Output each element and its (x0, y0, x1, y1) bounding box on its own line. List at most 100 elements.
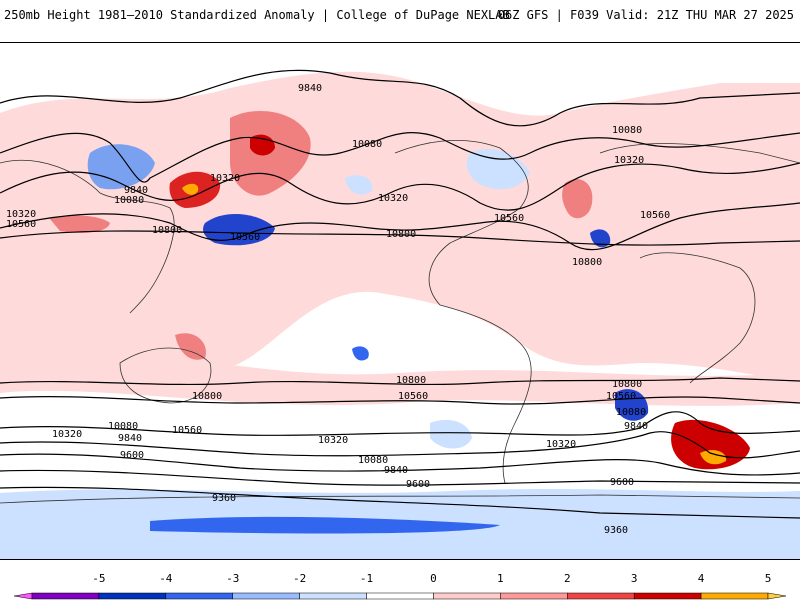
asia-coastline (0, 159, 175, 314)
colorbar-tick-label: -2 (293, 572, 307, 585)
contour-9840-north (0, 69, 800, 127)
americas-coastline (394, 139, 532, 484)
contour-label: 10080 (616, 407, 646, 418)
contour-label: 10560 (606, 391, 636, 402)
colorbar-tick-label: -1 (359, 572, 374, 585)
contour-label: 10320 (6, 209, 36, 220)
negative-anomaly-north-pacific (203, 213, 275, 246)
contour-label: 10320 (546, 439, 576, 450)
colorbar-tick-label: 3 (630, 572, 638, 585)
contour-10800-south (0, 377, 800, 386)
contour-label: 10080 (612, 125, 642, 136)
colorbar-segment (366, 592, 434, 600)
contour-label: 10560 (172, 425, 202, 436)
contour-label: 10560 (398, 391, 428, 402)
contour-label: 10080 (352, 139, 382, 150)
contour-label: 9840 (124, 185, 148, 196)
colorbar-segment (567, 592, 635, 600)
contour-9600-south (0, 469, 800, 486)
contour-label: 10320 (210, 173, 240, 184)
contour-label: 10320 (614, 155, 644, 166)
contour-10800-north (0, 230, 800, 246)
colorbar-tick-label: -4 (159, 572, 173, 585)
colorbar-tick-label: -3 (226, 572, 240, 585)
contour-label: 10320 (52, 429, 82, 440)
negative-anomaly-antarctica-strong (150, 516, 500, 534)
colorbar-segments (13, 592, 787, 600)
positive-anomalies (0, 71, 800, 470)
contour-label: 10800 (396, 375, 426, 386)
contour-10080-south (0, 431, 800, 459)
contour-10080-north (0, 132, 800, 183)
colorbar-segment (31, 592, 100, 600)
positive-anomaly-south-atlantic-core (700, 450, 727, 465)
contour-10320-north (0, 162, 800, 211)
coastlines (0, 139, 800, 504)
contour-label: 10080 (358, 455, 388, 466)
contour-label: 10080 (108, 421, 138, 432)
colorbar-tick-label: 0 (430, 572, 437, 585)
negative-anomaly-south-pacific (352, 346, 369, 361)
colorbar-segment (500, 592, 568, 600)
positive-anomaly-broad-region (0, 71, 800, 384)
colorbar-segment (299, 592, 367, 600)
africa-coastline (639, 252, 756, 384)
contour-labels: 9840 10080 10320 9840 10080 10320 10560 … (6, 83, 670, 536)
contour-9360-south (0, 486, 800, 519)
contour-label: 9600 (406, 479, 430, 490)
europe-coastline (599, 143, 800, 164)
negative-anomaly-north-america (466, 149, 530, 190)
contour-label: 9600 (120, 450, 144, 461)
contour-label: 9840 (298, 83, 322, 94)
colorbar-arrow-right (767, 592, 787, 600)
negative-anomalies (0, 144, 800, 559)
positive-anomaly-asia (50, 215, 110, 233)
colorbar-segment (98, 592, 167, 600)
colorbar-tick-label: 2 (563, 572, 571, 585)
contour-label: 10320 (378, 193, 408, 204)
contour-label: 10560 (230, 232, 260, 243)
header: 250mb Height 1981–2010 Standardized Anom… (0, 0, 800, 30)
contour-10560-south (0, 396, 800, 405)
contour-label: 9840 (118, 433, 142, 444)
colorbar-tick-label: 1 (497, 572, 504, 585)
colorbar-segment (633, 592, 702, 600)
colorbar-tick-label: 4 (697, 572, 705, 585)
contour-label: 10080 (114, 195, 144, 206)
contour-label: 9360 (604, 525, 628, 536)
contour-label: 9840 (624, 421, 648, 432)
map-title: 250mb Height 1981–2010 Standardized Anom… (4, 8, 510, 22)
contour-label: 10800 (612, 379, 642, 390)
colorbar-segment (433, 592, 501, 600)
map-panel: 9840 10080 10320 9840 10080 10320 10560 … (0, 42, 800, 560)
colorbar-segment (165, 592, 233, 600)
anomaly-map: 9840 10080 10320 9840 10080 10320 10560 … (0, 69, 800, 559)
colorbar-tick-label: -5 (92, 572, 106, 585)
contour-9840-south (0, 453, 800, 476)
contour-label: 10560 (6, 219, 36, 230)
contour-label: 10800 (192, 391, 222, 402)
contour-label: 10560 (640, 210, 670, 221)
contour-label: 10800 (152, 225, 182, 236)
negative-anomaly-eastern-pacific (345, 175, 373, 195)
contour-label: 10800 (386, 229, 416, 240)
contour-label: 10800 (572, 257, 602, 268)
negative-anomaly-atlantic (590, 229, 611, 248)
colorbar-svg (13, 592, 787, 600)
contour-label: 9600 (610, 477, 634, 488)
contour-label: 9360 (212, 493, 236, 504)
positive-anomaly-australia (175, 333, 206, 360)
positive-anomaly-atlantic (562, 179, 593, 219)
australia-coastline (119, 347, 212, 404)
contour-label: 10320 (318, 435, 348, 446)
antarctica-coastline (0, 494, 800, 504)
contour-label: 10560 (494, 213, 524, 224)
colorbar-segment (700, 592, 769, 600)
colorbar-tick-label: 5 (764, 572, 772, 585)
colorbar: -5 -4 -3 -2 -1 0 1 2 3 4 5 (0, 570, 800, 600)
negative-anomaly-south-pacific-2 (430, 419, 472, 449)
positive-anomaly-southern-band (0, 341, 800, 406)
negative-anomaly-south-atlantic (615, 389, 649, 421)
colorbar-segment (232, 592, 300, 600)
contour-label: 9840 (384, 465, 408, 476)
